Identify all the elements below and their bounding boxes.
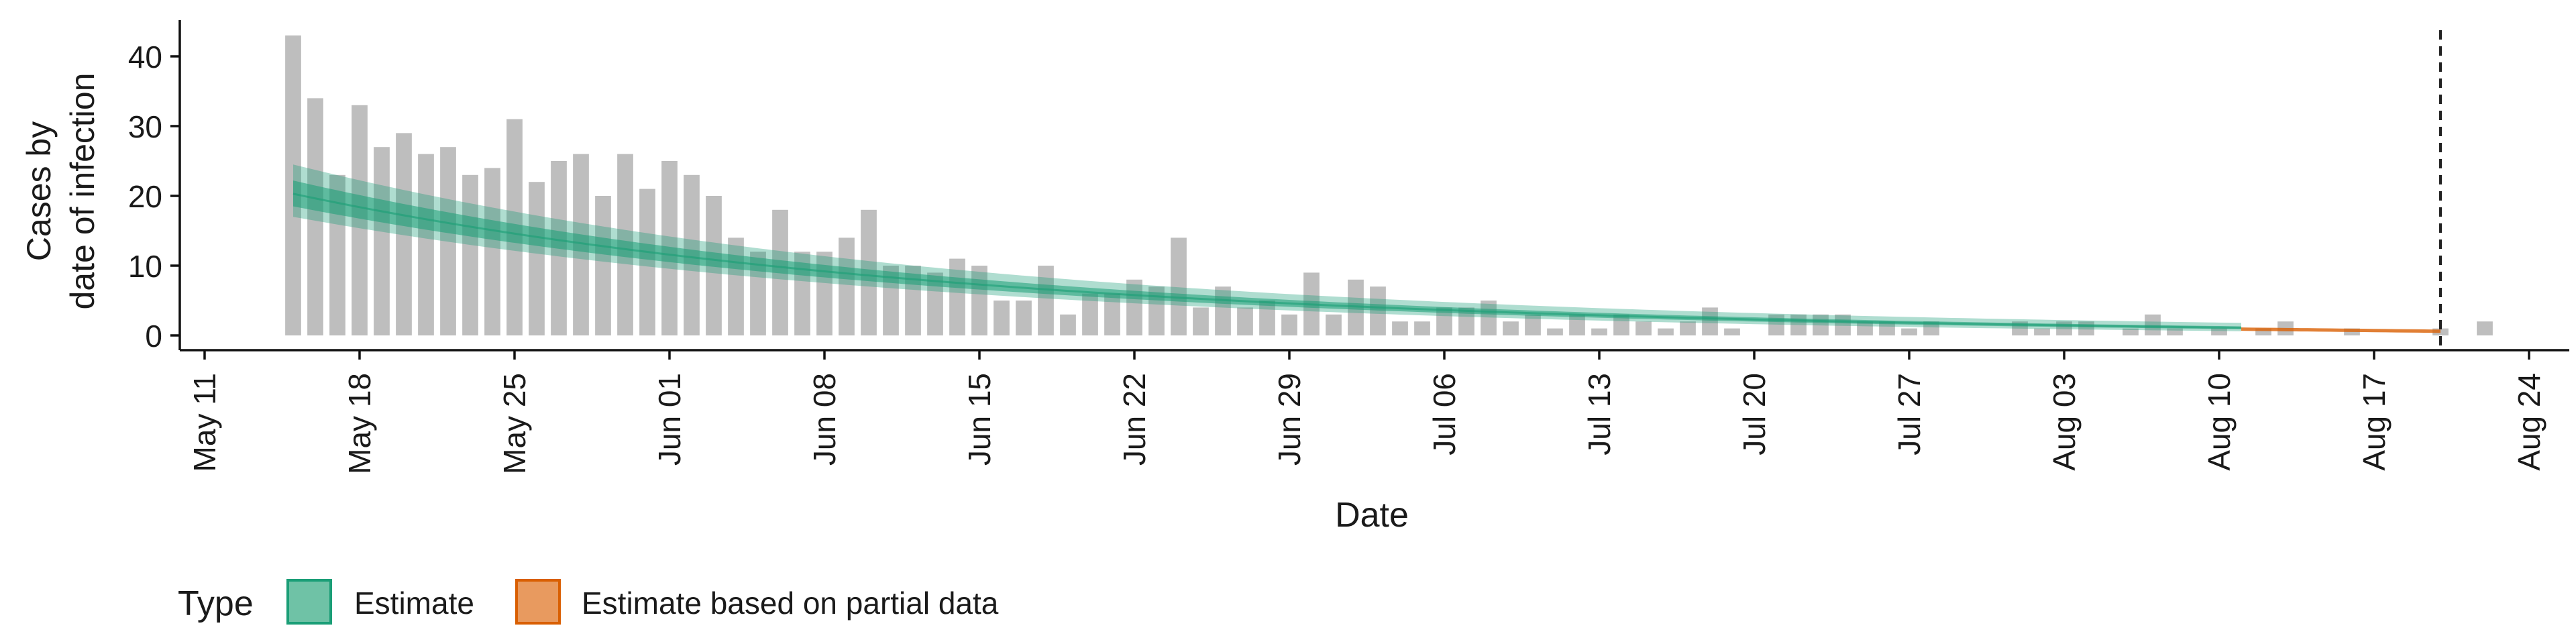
bar bbox=[1436, 307, 1452, 335]
x-axis-ticks: May 11 May 18 May 25 Jun 01 Jun 08 Jun 15 Jun … bbox=[187, 350, 2546, 474]
legend-key-partial bbox=[515, 579, 561, 625]
y-tick-label: 40 bbox=[128, 40, 162, 74]
bar bbox=[994, 301, 1010, 335]
bar bbox=[1702, 307, 1718, 335]
bar bbox=[374, 147, 390, 335]
bar bbox=[2255, 328, 2271, 335]
bar bbox=[1547, 328, 1563, 335]
bar bbox=[529, 182, 545, 335]
x-axis-title: Date bbox=[1335, 496, 1409, 535]
bar bbox=[2211, 328, 2227, 335]
y-axis-title-line-1: Cases by bbox=[20, 121, 58, 261]
bars-layer bbox=[285, 35, 2493, 336]
bar bbox=[1259, 301, 1275, 335]
bar bbox=[1569, 314, 1585, 335]
x-tick-label: Aug 10 bbox=[2202, 373, 2237, 471]
estimate-median-line bbox=[292, 193, 2242, 329]
bar bbox=[1060, 314, 1076, 335]
bar bbox=[418, 154, 434, 335]
bar bbox=[1016, 301, 1032, 335]
y-axis-title-line-2: date of infection bbox=[64, 72, 101, 309]
bar bbox=[1680, 321, 1696, 335]
y-tick-label: 20 bbox=[128, 179, 162, 214]
bar bbox=[307, 98, 323, 335]
x-tick-label: Jun 15 bbox=[962, 373, 997, 466]
x-tick-label: Jun 22 bbox=[1117, 373, 1152, 466]
estimate-bands-layer bbox=[292, 164, 2441, 333]
legend-title: Type bbox=[178, 584, 254, 623]
bar bbox=[1879, 321, 1895, 335]
x-tick-label: Jun 08 bbox=[807, 373, 842, 466]
estimate-inner-band bbox=[293, 180, 2241, 329]
bar bbox=[2432, 328, 2449, 335]
y-tick-label: 0 bbox=[145, 319, 162, 354]
y-axis-ticks: 0 10 20 30 40 bbox=[128, 40, 180, 354]
x-tick-label: May 18 bbox=[342, 373, 377, 474]
bar bbox=[1857, 321, 1873, 335]
bar bbox=[1326, 314, 1342, 335]
bar bbox=[1237, 307, 1253, 335]
bar bbox=[352, 105, 368, 336]
legend: Type Estimate Estimate based on partial … bbox=[178, 579, 999, 625]
bar bbox=[1193, 307, 1209, 335]
legend-label-partial: Estimate based on partial data bbox=[582, 586, 999, 621]
bar bbox=[2123, 328, 2139, 335]
legend-key-estimate bbox=[286, 579, 332, 625]
bar bbox=[1503, 321, 1519, 335]
bar bbox=[1635, 321, 1652, 335]
bar bbox=[1724, 328, 1740, 335]
y-tick-label: 30 bbox=[128, 109, 162, 144]
bar bbox=[1082, 293, 1098, 335]
bar bbox=[1901, 328, 1917, 335]
x-tick-label: Jul 13 bbox=[1582, 373, 1617, 455]
x-tick-label: Aug 03 bbox=[2047, 373, 2082, 471]
x-tick-label: Aug 17 bbox=[2357, 373, 2392, 471]
bar bbox=[2167, 328, 2183, 335]
bar bbox=[1658, 328, 1674, 335]
estimate-outer-band bbox=[293, 164, 2241, 331]
x-tick-label: Jul 20 bbox=[1737, 373, 1772, 455]
bar bbox=[750, 252, 766, 335]
bar bbox=[839, 237, 855, 335]
partial-estimate-line bbox=[2241, 327, 2441, 333]
bar bbox=[927, 272, 943, 335]
bar bbox=[2034, 328, 2050, 335]
bar bbox=[484, 168, 500, 335]
bar bbox=[2477, 321, 2493, 335]
bar bbox=[1171, 237, 1187, 335]
x-tick-label: Jul 27 bbox=[1892, 373, 1927, 455]
legend-label-estimate: Estimate bbox=[354, 586, 474, 621]
bar bbox=[462, 174, 478, 335]
x-tick-label: Jul 06 bbox=[1427, 373, 1462, 455]
x-tick-label: Jun 29 bbox=[1272, 373, 1307, 466]
y-tick-label: 10 bbox=[128, 249, 162, 284]
bar bbox=[1370, 286, 1386, 335]
bar bbox=[1613, 314, 1629, 335]
x-tick-label: Aug 24 bbox=[2512, 373, 2546, 471]
bar bbox=[1414, 321, 1430, 335]
bar bbox=[1104, 293, 1120, 335]
x-tick-label: May 11 bbox=[187, 373, 222, 472]
bar bbox=[1038, 266, 1054, 335]
x-tick-label: Jun 01 bbox=[652, 373, 687, 466]
x-tick-label: May 25 bbox=[497, 373, 532, 474]
bar bbox=[2145, 314, 2161, 335]
bar bbox=[1458, 307, 1474, 335]
bar bbox=[1392, 321, 1408, 335]
bar bbox=[1281, 314, 1297, 335]
bar bbox=[595, 196, 611, 335]
bar bbox=[1591, 328, 1607, 335]
bar bbox=[639, 189, 655, 335]
bar bbox=[396, 133, 412, 335]
bar bbox=[1525, 314, 1541, 335]
bar bbox=[440, 147, 456, 335]
